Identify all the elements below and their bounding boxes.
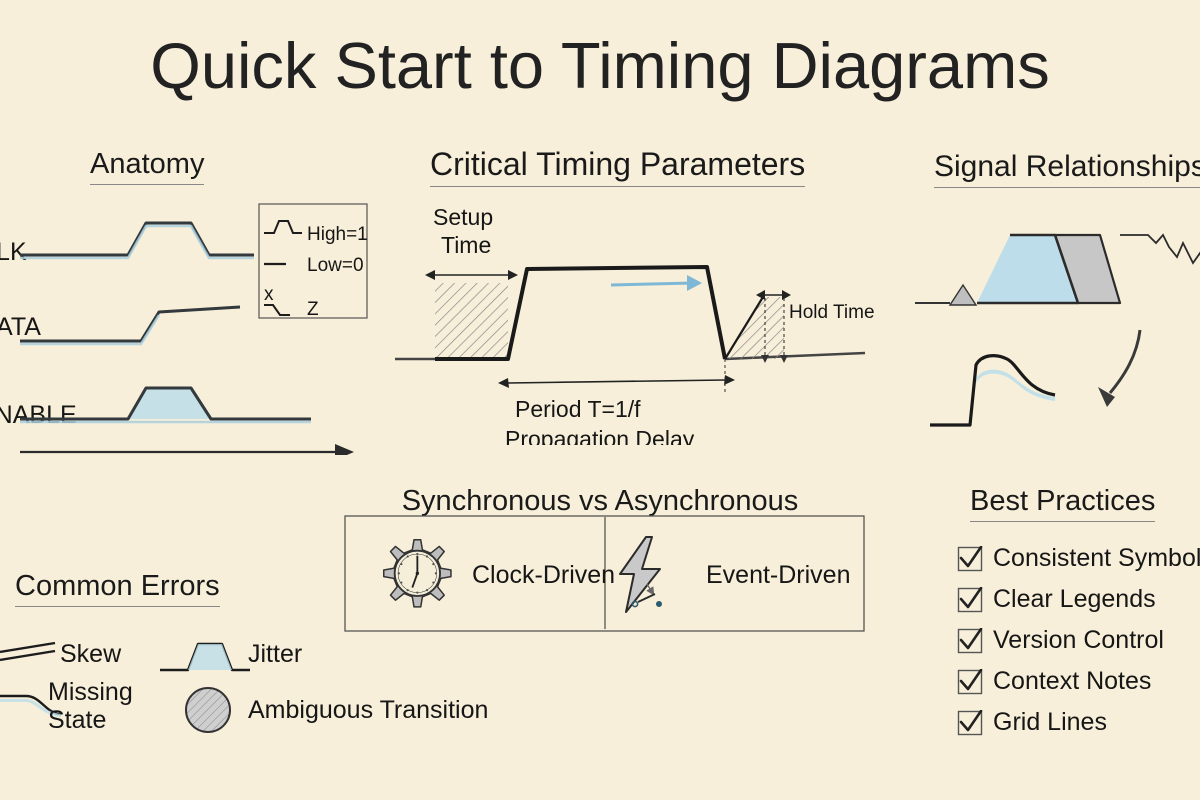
- svg-text:DATA: DATA: [0, 313, 41, 341]
- svg-text:Low=0: Low=0: [307, 255, 364, 276]
- svg-text:Hold Time: Hold Time: [789, 302, 875, 323]
- svg-text:High=1: High=1: [307, 224, 368, 245]
- svg-text:Time: Time: [441, 232, 491, 258]
- svg-text:Z: Z: [307, 299, 319, 320]
- svg-text:Propagation Delay: Propagation Delay: [505, 426, 695, 445]
- svg-text:Setup: Setup: [433, 204, 493, 230]
- svg-text:Period T=1/f: Period T=1/f: [515, 396, 641, 422]
- svg-text:CLK: CLK: [0, 238, 27, 266]
- svg-text:Event-Driven: Event-Driven: [706, 561, 851, 589]
- svg-text:Clock-Driven: Clock-Driven: [472, 561, 615, 589]
- svg-text:x: x: [264, 284, 274, 305]
- svg-text:ENABLE: ENABLE: [0, 401, 77, 429]
